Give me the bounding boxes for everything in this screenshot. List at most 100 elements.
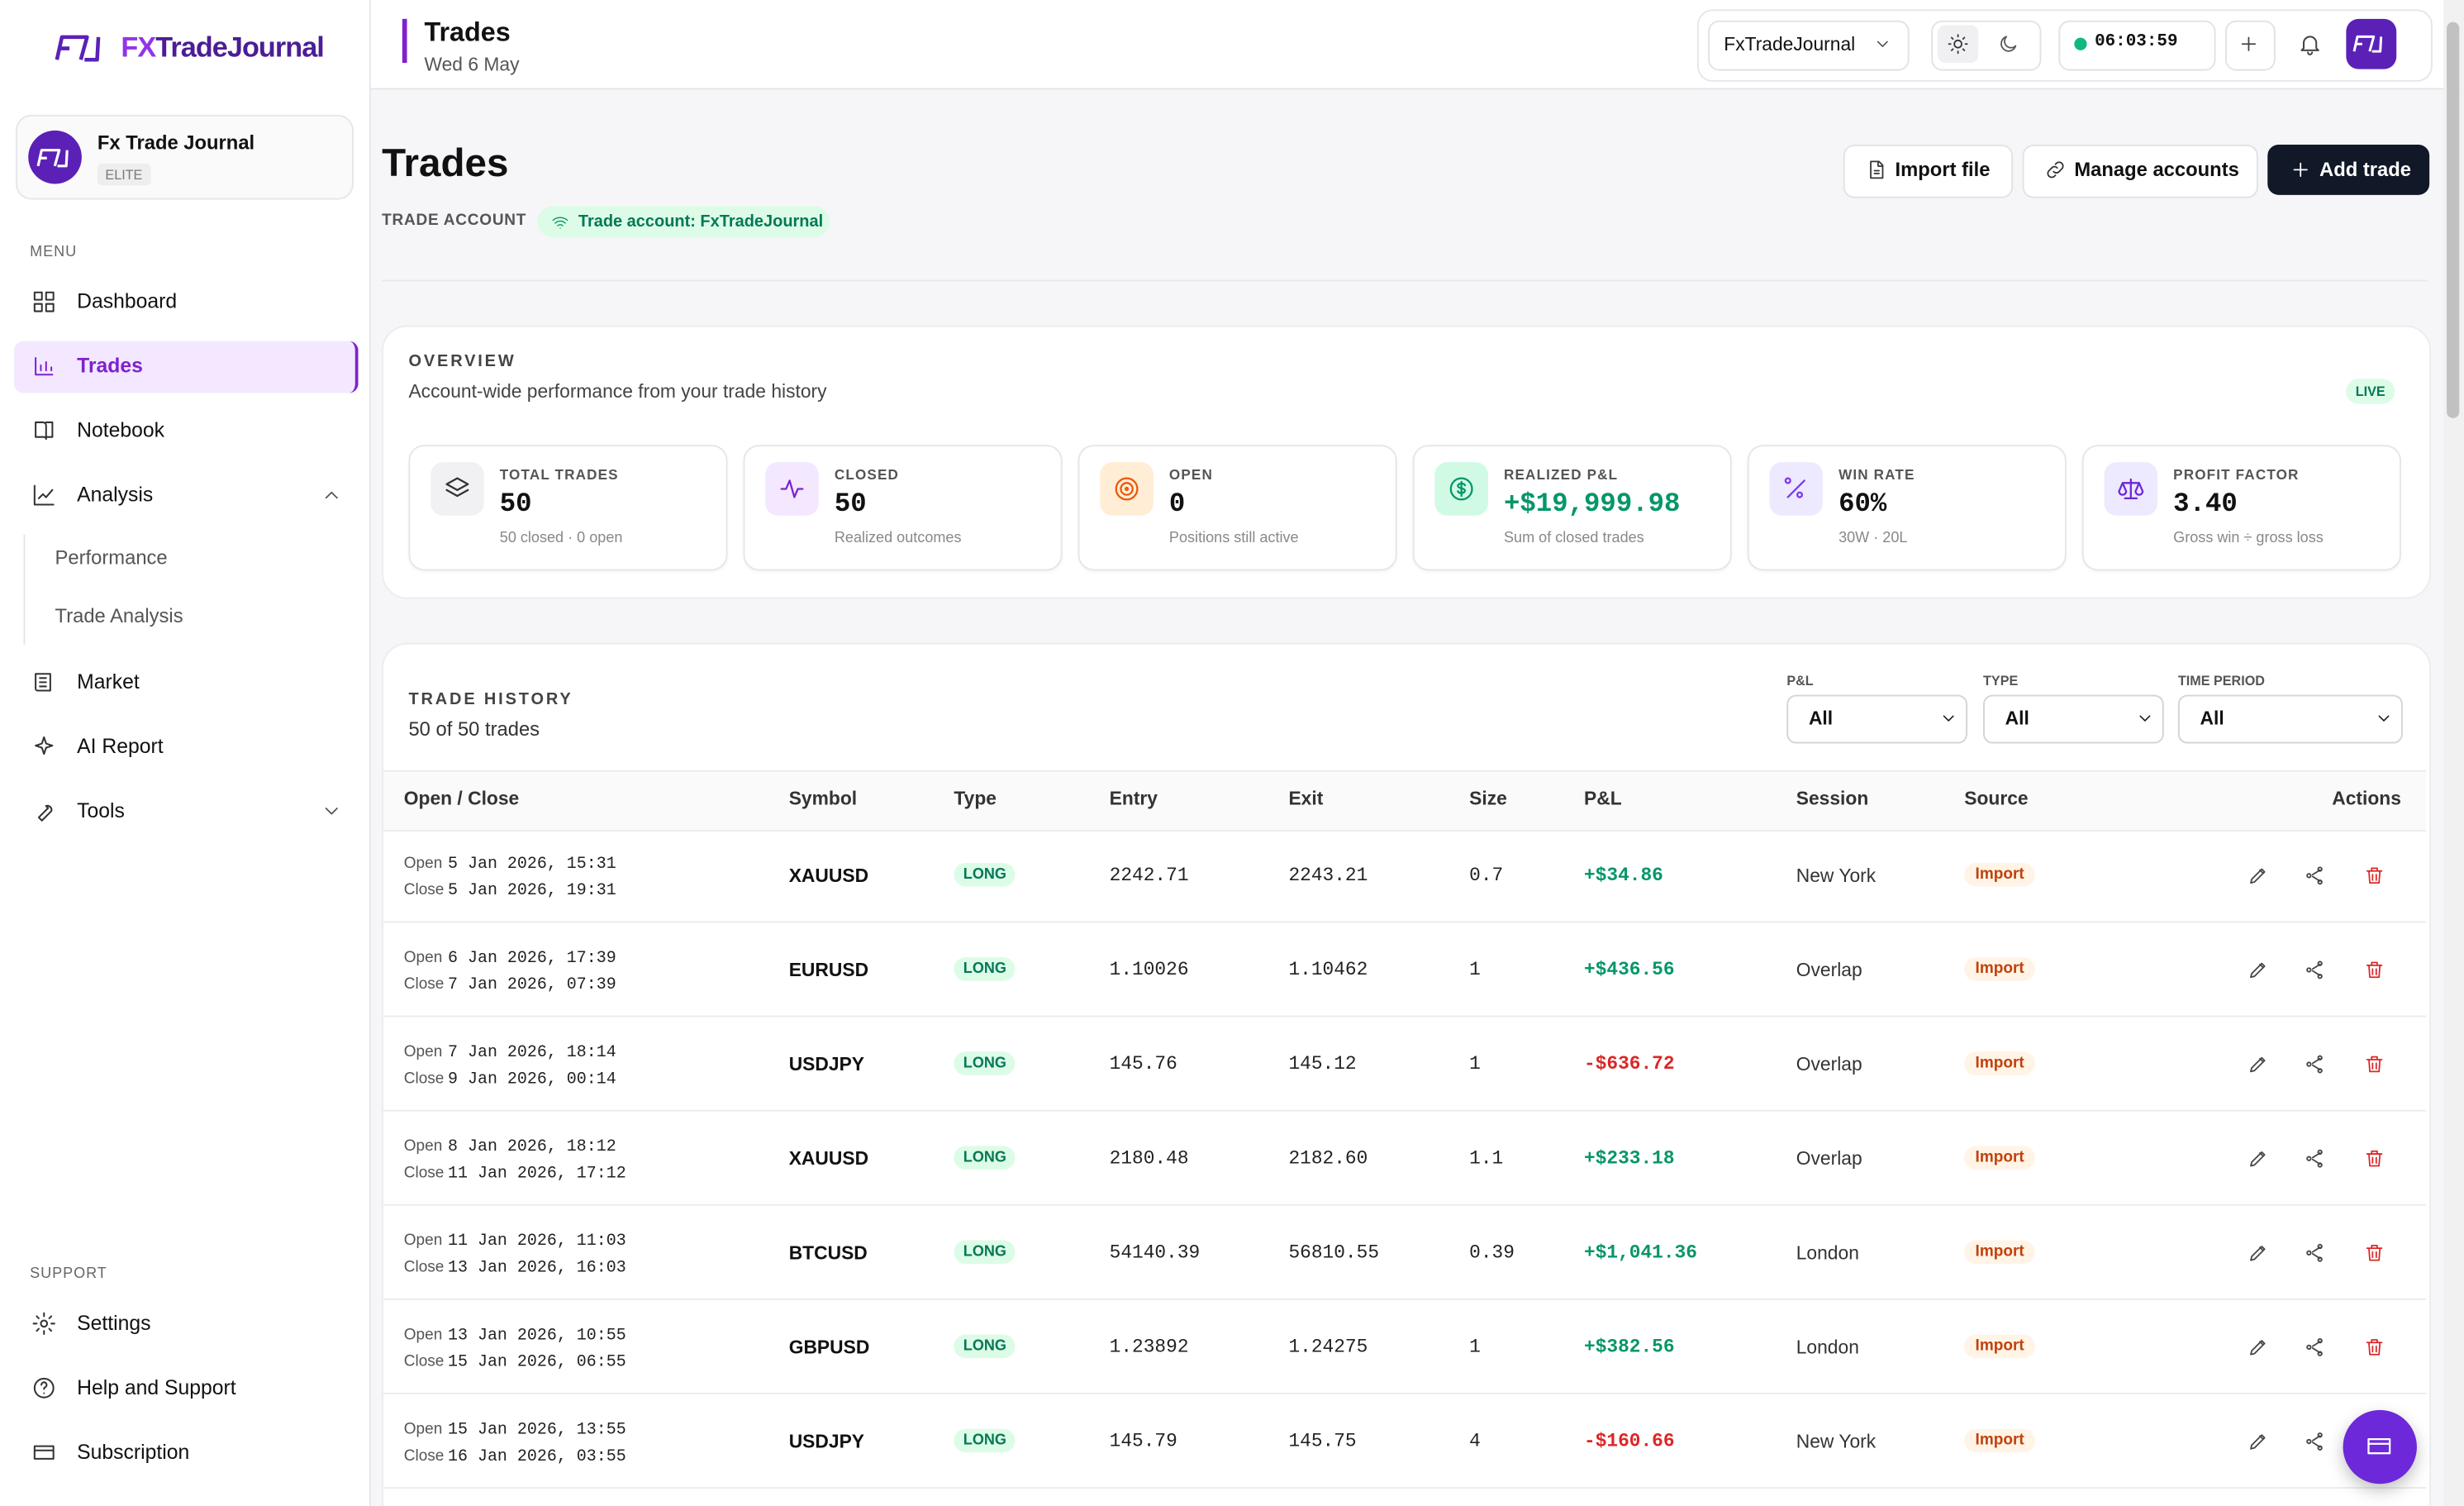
close-label: Close	[403, 1165, 445, 1183]
size: 0.7	[1469, 864, 1504, 887]
delete-button[interactable]	[2363, 1241, 2386, 1264]
share-button[interactable]	[2305, 1431, 2328, 1453]
symbol: BTCUSD	[788, 1241, 868, 1265]
brand: FXTradeJournal	[121, 31, 324, 64]
menu-icon	[35, 356, 54, 376]
header-date: Wed 6 May	[424, 53, 520, 76]
share-button[interactable]	[2305, 959, 2328, 981]
edit-button[interactable]	[2248, 959, 2270, 981]
filter-select[interactable]	[1983, 694, 2164, 744]
menu-icon	[33, 484, 55, 506]
share-button[interactable]	[2305, 1241, 2328, 1264]
expand-icon[interactable]	[321, 800, 343, 822]
share-button[interactable]	[2305, 1147, 2328, 1170]
edit-button[interactable]	[2248, 1337, 2270, 1359]
entry: 2242.71	[1109, 864, 1189, 887]
stat-note: 50 closed · 0 open	[499, 529, 623, 547]
row-border	[383, 921, 2427, 923]
entry: 145.76	[1109, 1053, 1177, 1075]
size: 1	[1469, 1053, 1481, 1075]
menu-item[interactable]: Trades	[77, 353, 143, 378]
account-card[interactable]	[16, 114, 354, 200]
menu-item[interactable]: Notebook	[77, 417, 165, 442]
select-chevron	[1877, 41, 1888, 47]
symbol: GBPUSD	[788, 1336, 870, 1359]
delete-button[interactable]	[2363, 865, 2386, 887]
stat-icon	[445, 477, 469, 498]
open-label: Open	[403, 855, 443, 873]
delete-button[interactable]	[2363, 1147, 2386, 1170]
stat-value: 50	[834, 490, 867, 521]
open-time: 15 Jan 2026, 13:55	[448, 1421, 626, 1441]
support-item[interactable]: Settings	[77, 1311, 151, 1335]
stat-value: +$19,999.98	[1504, 490, 1681, 521]
account-name: Fx Trade Journal	[97, 131, 255, 155]
delete-button[interactable]	[2363, 1337, 2386, 1359]
menu-item[interactable]: Dashboard	[77, 288, 178, 313]
entry: 1.23892	[1109, 1336, 1189, 1359]
edit-button[interactable]	[2248, 1147, 2270, 1170]
pnl: -$636.72	[1583, 1053, 1675, 1075]
pnl: +$233.18	[1583, 1147, 1675, 1170]
account-label: TRADE ACCOUNT	[382, 212, 527, 230]
theme-toggle[interactable]	[1931, 20, 2042, 71]
timer-dot	[2074, 37, 2087, 50]
support-item[interactable]: Subscription	[77, 1440, 190, 1464]
share-button[interactable]	[2305, 1053, 2328, 1075]
menu-item[interactable]: Analysis	[77, 482, 154, 507]
fab[interactable]	[2343, 1409, 2417, 1485]
open-time: 11 Jan 2026, 11:03	[448, 1232, 626, 1251]
exit: 145.12	[1288, 1053, 1357, 1075]
bell[interactable]	[2297, 31, 2322, 56]
add-btn[interactable]	[2224, 20, 2276, 71]
stat-value: 60%	[1838, 490, 1887, 521]
edit-button[interactable]	[2248, 1241, 2270, 1264]
filter-select[interactable]	[2177, 694, 2403, 744]
page-button[interactable]	[1843, 144, 2014, 198]
submenu-item[interactable]: Trade Analysis	[55, 605, 183, 627]
edit-button[interactable]	[2248, 1053, 2270, 1075]
filter-label: P&L	[1786, 672, 1814, 689]
submenu-item[interactable]: Performance	[55, 546, 168, 570]
support-item[interactable]: Help and Support	[77, 1375, 236, 1399]
session: London	[1796, 1241, 1859, 1265]
page-title: Trades	[382, 141, 509, 186]
edit-button[interactable]	[2248, 1431, 2270, 1453]
stat-icon	[2118, 478, 2144, 500]
support-label: SUPPORT	[30, 1265, 107, 1283]
session: New York	[1796, 864, 1877, 887]
share-button[interactable]	[2305, 865, 2328, 887]
divider	[382, 279, 2428, 282]
edit-button[interactable]	[2248, 865, 2270, 887]
filter-select[interactable]	[1786, 694, 1968, 744]
stat-value: 3.40	[2173, 490, 2238, 521]
stat-value: 0	[1168, 490, 1186, 521]
column-header: Source	[1964, 787, 2029, 810]
collapse-icon[interactable]	[321, 484, 343, 507]
pnl: -$160.66	[1583, 1430, 1675, 1453]
size: 1.1	[1469, 1147, 1504, 1170]
delete-button[interactable]	[2363, 1053, 2386, 1075]
button-icon	[2047, 161, 2064, 179]
pnl: +$34.86	[1583, 864, 1663, 887]
exit: 1.24275	[1288, 1336, 1368, 1359]
column-header: Size	[1469, 787, 1507, 810]
menu-icon	[35, 736, 54, 755]
share-button[interactable]	[2305, 1337, 2328, 1359]
source-badge: Import	[1964, 863, 2036, 887]
stat-icon	[1115, 477, 1139, 501]
pnl: +$436.56	[1583, 959, 1675, 981]
button-label: Import file	[1895, 159, 1991, 181]
menu-icon	[33, 291, 55, 312]
menu-item[interactable]: Market	[77, 670, 140, 693]
menu-item[interactable]: AI Report	[77, 734, 164, 758]
source-badge: Import	[1964, 1146, 2036, 1170]
account-select[interactable]	[1708, 20, 1910, 71]
avatar	[28, 130, 82, 184]
menu-icon	[37, 804, 53, 822]
delete-button[interactable]	[2363, 959, 2386, 981]
page-button[interactable]	[2022, 144, 2258, 198]
menu-item[interactable]: Tools	[77, 798, 125, 822]
entry: 1.10026	[1109, 959, 1189, 981]
exit: 145.75	[1288, 1430, 1357, 1453]
